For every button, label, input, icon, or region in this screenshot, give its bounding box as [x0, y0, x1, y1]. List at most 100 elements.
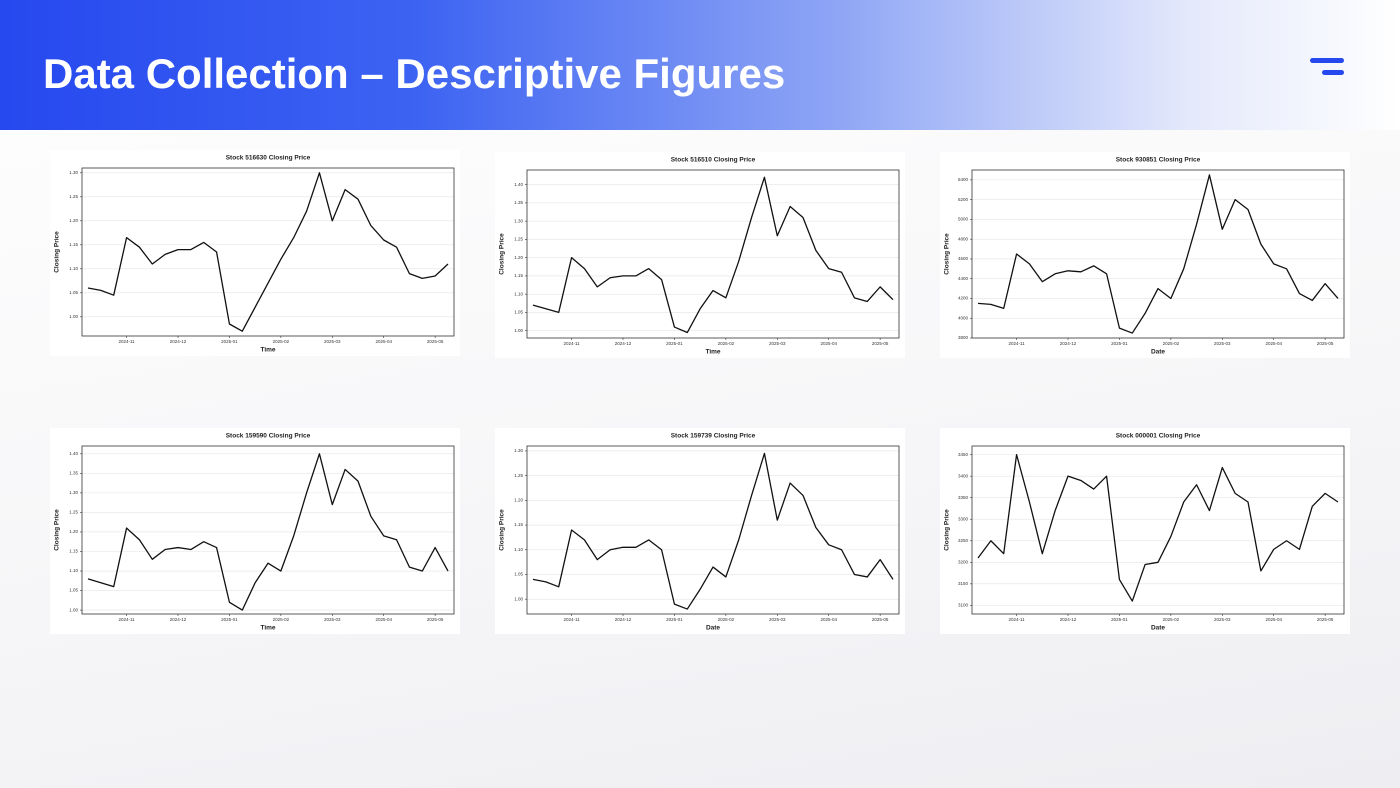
y-tick-label: 3450: [958, 452, 969, 457]
plot-frame: [971, 169, 1345, 339]
slide-title: Data Collection – Descriptive Figures: [43, 50, 786, 97]
x-tick-label: 2025-05: [427, 617, 444, 622]
x-tick-label: 2025-04: [820, 341, 837, 346]
x-tick-label: 2025-01: [666, 617, 683, 622]
x-tick-label: 2025-04: [1265, 617, 1282, 622]
header-band: Data Collection – Descriptive Figures: [0, 0, 1400, 130]
x-tick-label: 2025-04: [375, 339, 392, 344]
x-axis-label: Date: [1151, 625, 1165, 632]
chart: Stock 000001 Closing Price Closing Price D…: [944, 433, 1345, 632]
y-tick-label: 1.30: [514, 218, 523, 223]
y-tick-label: 1.15: [69, 242, 78, 247]
y-tick-label: 4800: [958, 236, 969, 241]
y-axis-label: Closing Price: [499, 233, 506, 275]
y-tick-label: 3350: [958, 495, 969, 500]
x-tick-label: 2025-04: [1265, 341, 1282, 346]
y-tick-label: 5400: [958, 177, 969, 182]
price-line: [532, 176, 894, 334]
y-tick-label: 1.30: [69, 490, 78, 495]
y-axis-label: Closing Price: [944, 233, 951, 275]
x-tick-label: 2025-02: [273, 339, 290, 344]
x-tick-label: 2025-03: [1214, 341, 1231, 346]
y-tick-label: 3200: [958, 559, 969, 564]
y-tick-label: 1.25: [514, 473, 523, 478]
x-tick-label: 2024-11: [118, 617, 135, 622]
chart: Stock 516510 Closing Price Closing Price T…: [499, 157, 900, 356]
chart: Stock 930851 Closing Price Closing Price D…: [944, 157, 1345, 356]
x-tick-label: 2025-01: [221, 339, 238, 344]
plot-frame: [526, 445, 900, 615]
y-tick-label: 1.10: [69, 568, 78, 573]
y-tick-label: 1.00: [514, 596, 523, 601]
y-tick-label: 1.20: [69, 218, 78, 223]
y-tick-label: 1.00: [69, 314, 78, 319]
y-tick-label: 1.25: [514, 237, 523, 242]
plot-frame: [81, 167, 455, 337]
x-tick-label: 2025-02: [718, 617, 735, 622]
y-tick-label: 1.25: [69, 510, 78, 515]
y-tick-label: 1.35: [514, 200, 523, 205]
x-tick-label: 2024-11: [1008, 617, 1025, 622]
y-tick-label: 4400: [958, 276, 969, 281]
chart-title: Stock 930851 Closing Price: [1116, 157, 1201, 164]
x-tick-label: 2025-01: [666, 341, 683, 346]
y-tick-label: 1.20: [514, 255, 523, 260]
x-tick-label: 2025-05: [1317, 341, 1334, 346]
chart-title: Stock 516630 Closing Price: [226, 155, 311, 162]
y-tick-label: 1.10: [69, 266, 78, 271]
x-axis-label: Time: [260, 625, 275, 632]
y-tick-label: 1.20: [69, 529, 78, 534]
x-tick-label: 2025-01: [1111, 341, 1128, 346]
y-tick-label: 4000: [958, 315, 969, 320]
x-tick-label: 2024-12: [615, 341, 632, 346]
y-tick-label: 1.05: [514, 310, 523, 315]
chart-panel: Stock 930851 Closing Price Closing Price D…: [940, 152, 1350, 358]
chart-title: Stock 159739 Closing Price: [671, 433, 756, 440]
y-tick-label: 1.40: [69, 451, 78, 456]
y-tick-label: 3800: [958, 335, 969, 340]
y-axis-label: Closing Price: [499, 509, 506, 551]
price-line: [87, 172, 449, 332]
y-tick-label: 1.40: [514, 182, 523, 187]
y-tick-label: 1.05: [69, 290, 78, 295]
x-tick-label: 2024-12: [615, 617, 632, 622]
y-tick-label: 1.10: [514, 547, 523, 552]
y-tick-label: 1.15: [514, 522, 523, 527]
y-tick-label: 4600: [958, 256, 969, 261]
y-tick-label: 1.15: [514, 273, 523, 278]
y-tick-label: 1.00: [69, 607, 78, 612]
x-tick-label: 2025-01: [1111, 617, 1128, 622]
chart: Stock 159739 Closing Price Closing Price D…: [499, 433, 900, 632]
y-tick-label: 1.00: [514, 328, 523, 333]
y-tick-label: 1.20: [514, 498, 523, 503]
chart-panel: Stock 516630 Closing Price Closing Price T…: [50, 150, 460, 356]
x-tick-label: 2025-02: [1163, 341, 1180, 346]
chart-panel: Stock 516510 Closing Price Closing Price T…: [495, 152, 905, 358]
y-tick-label: 1.35: [69, 471, 78, 476]
y-tick-label: 1.25: [69, 194, 78, 199]
x-tick-label: 2025-05: [1317, 617, 1334, 622]
x-axis-label: Time: [705, 349, 720, 356]
x-tick-label: 2025-02: [1163, 617, 1180, 622]
chart-title: Stock 516510 Closing Price: [671, 157, 756, 164]
x-tick-label: 2025-01: [221, 617, 238, 622]
plot-frame: [526, 169, 900, 339]
logo: [1310, 58, 1344, 75]
y-tick-label: 3300: [958, 516, 969, 521]
x-tick-label: 2024-12: [1060, 617, 1077, 622]
chart-panel: Stock 000001 Closing Price Closing Price D…: [940, 428, 1350, 634]
x-tick-label: 2025-03: [769, 341, 786, 346]
x-tick-label: 2025-03: [324, 617, 341, 622]
x-tick-label: 2025-05: [427, 339, 444, 344]
price-line: [87, 453, 449, 611]
y-tick-label: 5000: [958, 217, 969, 222]
plot-frame: [81, 445, 455, 615]
plot-frame: [971, 445, 1345, 615]
x-tick-label: 2025-04: [820, 617, 837, 622]
x-tick-label: 2025-05: [872, 617, 889, 622]
x-tick-label: 2024-11: [563, 617, 580, 622]
x-tick-label: 2025-04: [375, 617, 392, 622]
y-tick-label: 3400: [958, 473, 969, 478]
chart: Stock 516630 Closing Price Closing Price T…: [54, 155, 455, 354]
